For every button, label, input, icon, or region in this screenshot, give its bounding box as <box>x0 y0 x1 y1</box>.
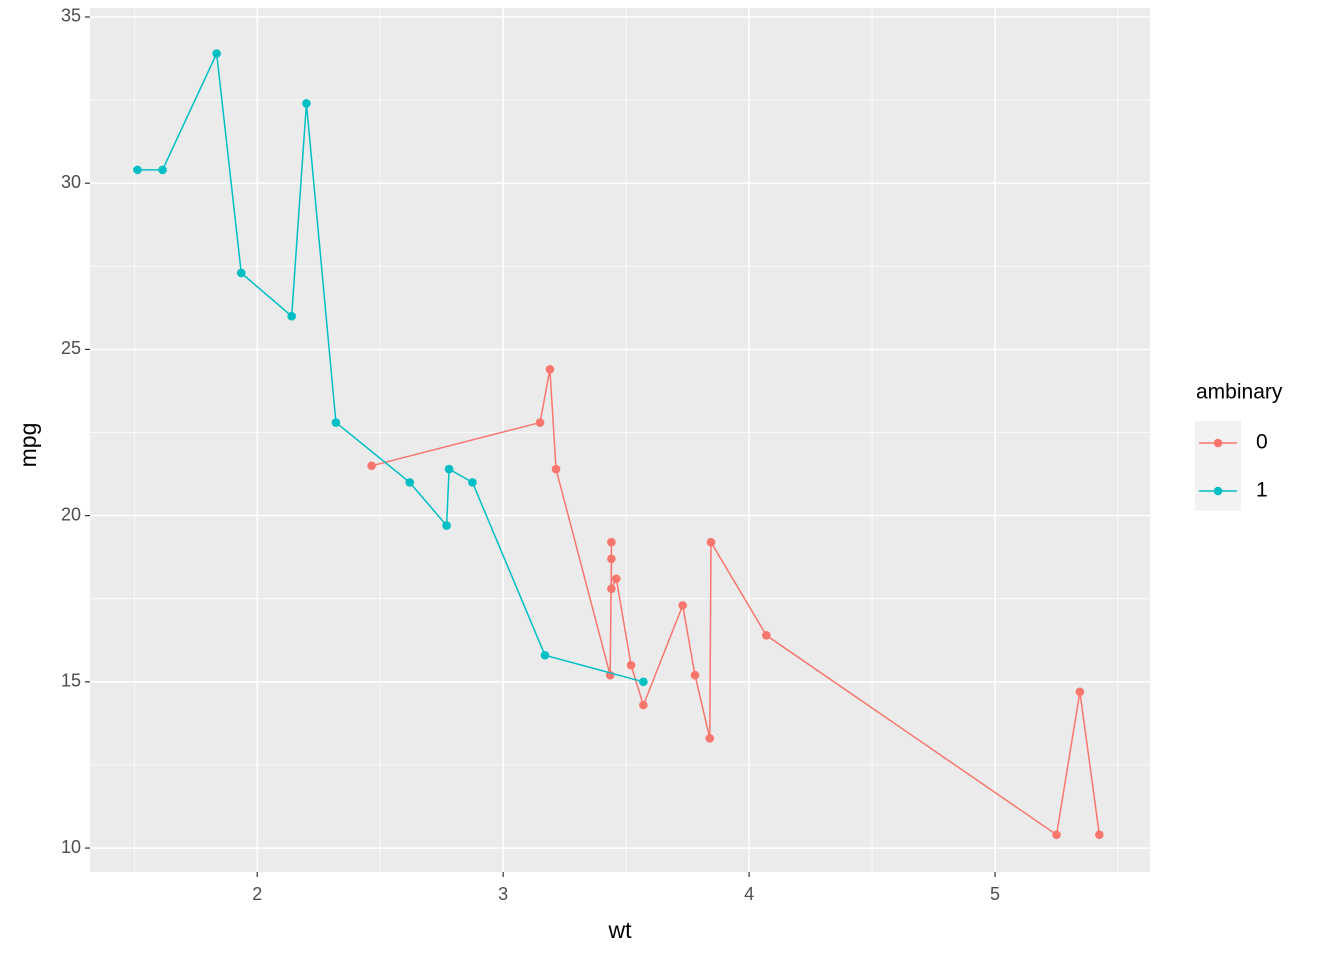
legend-key-point <box>1213 438 1223 448</box>
data-point <box>690 670 700 680</box>
data-point <box>607 554 616 564</box>
legend-title: ambinary <box>1196 381 1283 404</box>
y-axis-title: mpg <box>15 423 41 468</box>
data-point <box>212 49 221 58</box>
data-point <box>762 631 771 640</box>
legend-label: 0 <box>1256 431 1268 454</box>
data-point <box>535 418 545 427</box>
data-point <box>551 464 561 474</box>
data-point <box>705 734 715 743</box>
y-tick-label: 25 <box>61 338 81 358</box>
data-point <box>468 478 477 487</box>
data-point <box>442 521 451 530</box>
legend-label: 1 <box>1256 479 1268 502</box>
data-point <box>607 584 616 594</box>
data-point <box>639 700 648 710</box>
data-point <box>367 461 376 471</box>
data-point <box>405 478 415 487</box>
data-point <box>706 537 716 547</box>
y-tick-label: 15 <box>61 671 81 691</box>
data-point <box>1095 830 1104 840</box>
data-point <box>678 601 688 610</box>
legend-background <box>1195 421 1241 511</box>
data-point <box>331 418 341 427</box>
y-tick-label: 20 <box>61 504 81 524</box>
data-point <box>302 99 311 108</box>
data-point <box>639 677 648 687</box>
x-tick-label: 4 <box>744 884 754 904</box>
data-point <box>607 537 616 547</box>
x-tick-label: 3 <box>498 884 508 904</box>
x-tick-label: 2 <box>252 884 262 904</box>
data-point <box>612 574 621 584</box>
data-point <box>158 165 167 175</box>
data-point <box>1075 687 1085 697</box>
data-point <box>545 365 555 374</box>
data-point <box>1052 830 1061 840</box>
y-tick-label: 35 <box>61 6 81 26</box>
plot-panel <box>90 8 1150 872</box>
data-point <box>540 650 550 660</box>
y-tick-label: 10 <box>61 837 81 857</box>
legend-key-point <box>1213 486 1223 496</box>
data-point <box>133 165 142 175</box>
x-tick-label: 5 <box>990 884 1000 904</box>
y-tick-label: 30 <box>61 172 81 192</box>
x-axis-title: wt <box>608 917 633 943</box>
data-point <box>626 660 636 670</box>
data-point <box>236 268 246 278</box>
data-point <box>444 464 454 474</box>
data-point <box>287 311 296 321</box>
